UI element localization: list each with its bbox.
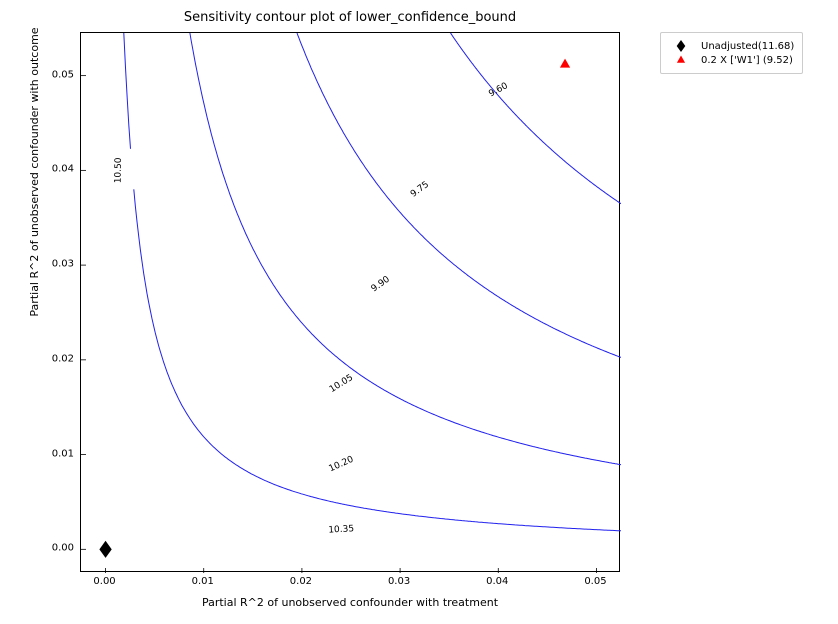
y-tick-label: 0.02 xyxy=(40,353,74,364)
x-tick-label: 0.01 xyxy=(192,576,214,587)
plot-area: 10.5010.3510.2010.059.909.759.60 xyxy=(80,32,620,572)
contour-lines xyxy=(124,33,621,531)
triangle-icon xyxy=(677,56,685,63)
legend-item: Unadjusted(11.68) xyxy=(669,39,794,53)
diamond-icon xyxy=(677,40,686,52)
contour-line xyxy=(451,33,622,204)
figure: Sensitivity contour plot of lower_confid… xyxy=(0,0,838,624)
x-tick-label: 0.05 xyxy=(584,576,606,587)
x-tick-label: 0.02 xyxy=(290,576,312,587)
y-tick-label: 0.03 xyxy=(40,259,74,270)
contour-label: 10.05 xyxy=(328,373,355,395)
legend-item: 0.2 X ['W1'] (9.52) xyxy=(669,53,794,67)
contour-line xyxy=(190,33,621,465)
plot-svg: 10.5010.3510.2010.059.909.759.60 xyxy=(81,33,621,573)
legend-label: 0.2 X ['W1'] (9.52) xyxy=(701,55,793,66)
y-tick-label: 0.05 xyxy=(40,69,74,80)
legend: Unadjusted(11.68) 0.2 X ['W1'] (9.52) xyxy=(660,32,803,74)
contour-line xyxy=(297,33,621,357)
contour-label: 10.20 xyxy=(328,455,356,475)
y-tick-label: 0.01 xyxy=(40,448,74,459)
plot-title: Sensitivity contour plot of lower_confid… xyxy=(80,10,620,25)
marker-benchmark xyxy=(560,59,570,68)
x-axis-label: Partial R^2 of unobserved confounder wit… xyxy=(80,596,620,609)
x-tick-label: 0.03 xyxy=(388,576,410,587)
y-tick-label: 0.04 xyxy=(40,164,74,175)
contour-label: 9.75 xyxy=(409,180,431,200)
y-axis-label: Partial R^2 of unobserved confounder wit… xyxy=(28,0,41,442)
x-tick-label: 0.04 xyxy=(486,576,508,587)
x-tick-label: 0.00 xyxy=(93,576,115,587)
contour-label: 9.90 xyxy=(370,274,392,294)
y-tick-label: 0.00 xyxy=(40,543,74,554)
legend-label: Unadjusted(11.68) xyxy=(701,41,794,52)
contour-label: 10.50 xyxy=(114,157,124,183)
triangle-icon xyxy=(669,54,693,66)
diamond-icon xyxy=(669,40,693,52)
contour-label: 10.35 xyxy=(328,524,354,535)
contour-line xyxy=(124,33,621,531)
marker-unadjusted xyxy=(99,541,111,558)
contour-labels: 10.5010.3510.2010.059.909.759.60 xyxy=(114,81,510,536)
